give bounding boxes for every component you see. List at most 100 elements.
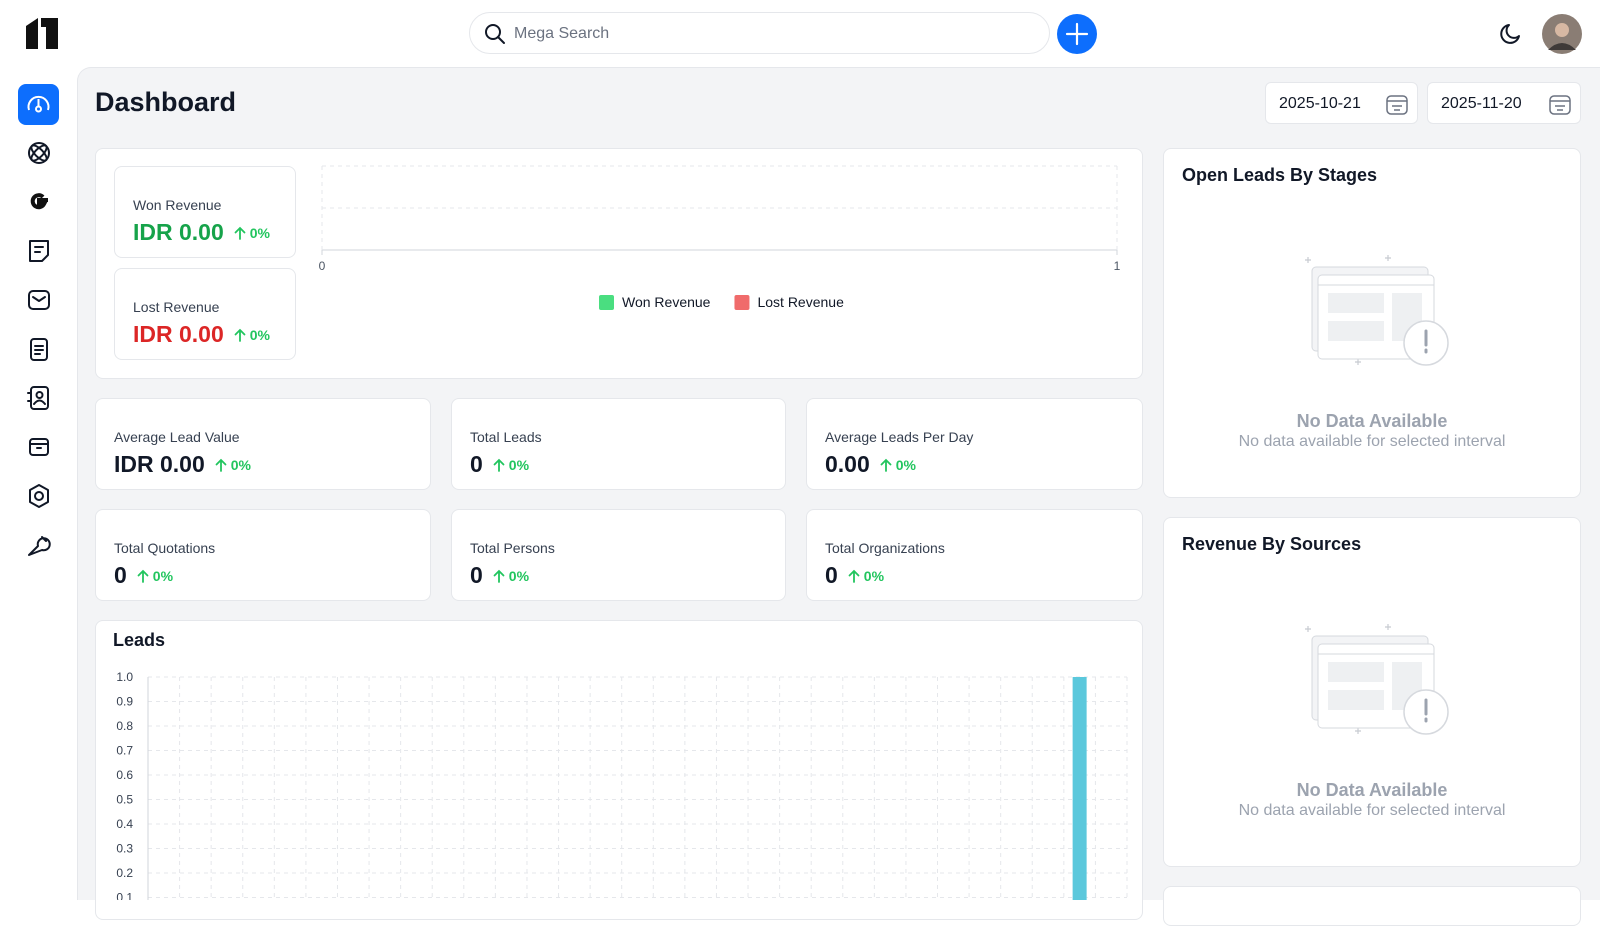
arrow-shape — [493, 458, 505, 472]
search-placeholder: Mega Search — [514, 25, 610, 42]
change-text: 0% — [152, 567, 174, 584]
up-arrow — [493, 458, 505, 472]
y-tick-label: 0.8 — [116, 719, 133, 733]
card-change: 0% — [493, 457, 529, 473]
search-box[interactable]: Mega Search — [469, 12, 1050, 54]
card-row: IDR 0.00 0% — [133, 321, 270, 348]
empty-illustration — [1305, 255, 1449, 366]
user-avatar[interactable] — [1542, 14, 1582, 54]
y-tick-label: 1.0 — [116, 670, 133, 684]
card-value: 0 — [470, 451, 483, 477]
side-panel-partial — [1163, 886, 1581, 926]
sparkle — [1385, 255, 1391, 261]
arrow-shape — [493, 569, 505, 583]
y-tick-label: 0.5 — [116, 793, 133, 807]
change-text: 0% — [508, 456, 530, 473]
card-value: IDR 0.00 — [133, 219, 224, 245]
sparkle — [1305, 257, 1311, 263]
calendar-icon — [1549, 95, 1571, 115]
stat-card: Average Leads Per Day 0.00 0% — [806, 398, 1143, 490]
empty-illustration — [1305, 624, 1449, 735]
block — [1328, 662, 1384, 682]
card-row: 0 0% — [114, 562, 173, 589]
card-row: 0 0% — [470, 562, 529, 589]
stat-card: Total Quotations 0 0% — [95, 509, 431, 601]
card-value: 0 — [114, 562, 127, 588]
side-panel: Open Leads By Stages No Data Available No … — [1163, 148, 1581, 498]
date-to[interactable]: 2025-11-20 — [1427, 82, 1581, 124]
block — [1328, 293, 1384, 313]
card-change: 0% — [234, 225, 270, 241]
block — [1328, 690, 1384, 710]
page-title: Dashboard — [95, 87, 237, 117]
card-change: 0% — [880, 457, 916, 473]
stat-card: Average Lead Value IDR 0.00 0% — [95, 398, 431, 490]
change-text: 0% — [249, 326, 270, 343]
card-change: 0% — [215, 457, 251, 473]
nav-google[interactable] — [26, 189, 52, 215]
up-arrow — [880, 458, 892, 472]
theme-toggle[interactable] — [1498, 21, 1524, 47]
nav-settings[interactable] — [26, 483, 52, 509]
change-text: 0% — [895, 456, 916, 473]
y-tick-label: 0.1 — [116, 891, 133, 901]
bar — [1072, 677, 1087, 900]
leads-title: Leads — [113, 630, 166, 650]
up-arrow — [234, 328, 246, 342]
x-tick-label: 0 — [319, 259, 326, 273]
nav-activities[interactable] — [26, 336, 52, 362]
empty-title: No Data Available — [1296, 411, 1448, 431]
nav-mail[interactable] — [26, 287, 52, 313]
arrow-shape — [848, 569, 860, 583]
change-text: 0% — [230, 456, 251, 473]
legend-swatch — [734, 295, 750, 310]
stat-card: Lost Revenue IDR 0.00 0% — [114, 268, 296, 360]
arrow-shape — [234, 328, 246, 342]
nav-dashboard[interactable] — [18, 84, 59, 125]
card-change: 0% — [848, 568, 884, 584]
change-text: 0% — [508, 567, 530, 584]
card-row: IDR 0.00 0% — [114, 451, 251, 478]
side-title: Revenue By Sources — [1182, 534, 1362, 554]
nav-quotes[interactable] — [26, 238, 52, 264]
side-panel: Revenue By Sources No Data Available No da… — [1163, 517, 1581, 867]
nav-leads[interactable] — [26, 140, 52, 166]
date-from-text: 2025-10-21 — [1279, 95, 1361, 112]
leads-panel — [95, 620, 1143, 920]
y-tick-label: 0.6 — [116, 768, 133, 782]
date-from[interactable]: 2025-10-21 — [1265, 82, 1418, 124]
card-label: Average Lead Value — [114, 429, 240, 445]
card-label: Total Leads — [470, 429, 542, 445]
add-button[interactable] — [1057, 14, 1097, 54]
up-arrow — [215, 458, 227, 472]
nav-products[interactable] — [26, 434, 52, 460]
side-title: Open Leads By Stages — [1182, 165, 1378, 185]
date-to-text: 2025-11-20 — [1441, 95, 1522, 112]
card-value: IDR 0.00 — [114, 451, 205, 477]
legend-label: Lost Revenue — [757, 294, 844, 310]
empty-text: No data available for selected interval — [1238, 802, 1506, 819]
sparkle — [1355, 728, 1361, 734]
arrow-shape — [215, 458, 227, 472]
stat-card: Total Organizations 0 0% — [806, 509, 1143, 601]
change-text: 0% — [249, 224, 270, 241]
card-change: 0% — [493, 568, 529, 584]
arrow-shape — [234, 226, 246, 240]
nav-contacts[interactable] — [26, 385, 52, 411]
up-arrow — [493, 569, 505, 583]
nav-configuration[interactable] — [26, 532, 52, 558]
up-arrow — [234, 226, 246, 240]
card-row: 0 0% — [470, 451, 529, 478]
card-change: 0% — [234, 327, 270, 343]
y-tick-label: 0.2 — [116, 866, 133, 880]
logo[interactable] — [26, 18, 58, 49]
stat-card: Won Revenue IDR 0.00 0% — [114, 166, 296, 258]
stat-card: Total Leads 0 0% — [451, 398, 786, 490]
sparkle — [1305, 626, 1311, 632]
card-value: 0 — [470, 562, 483, 588]
card-value: 0.00 — [825, 451, 870, 477]
sparkle — [1355, 359, 1361, 365]
y-tick-label: 0.9 — [116, 695, 133, 709]
card-value: IDR 0.00 — [133, 321, 224, 347]
card-row: 0.00 0% — [825, 451, 916, 478]
